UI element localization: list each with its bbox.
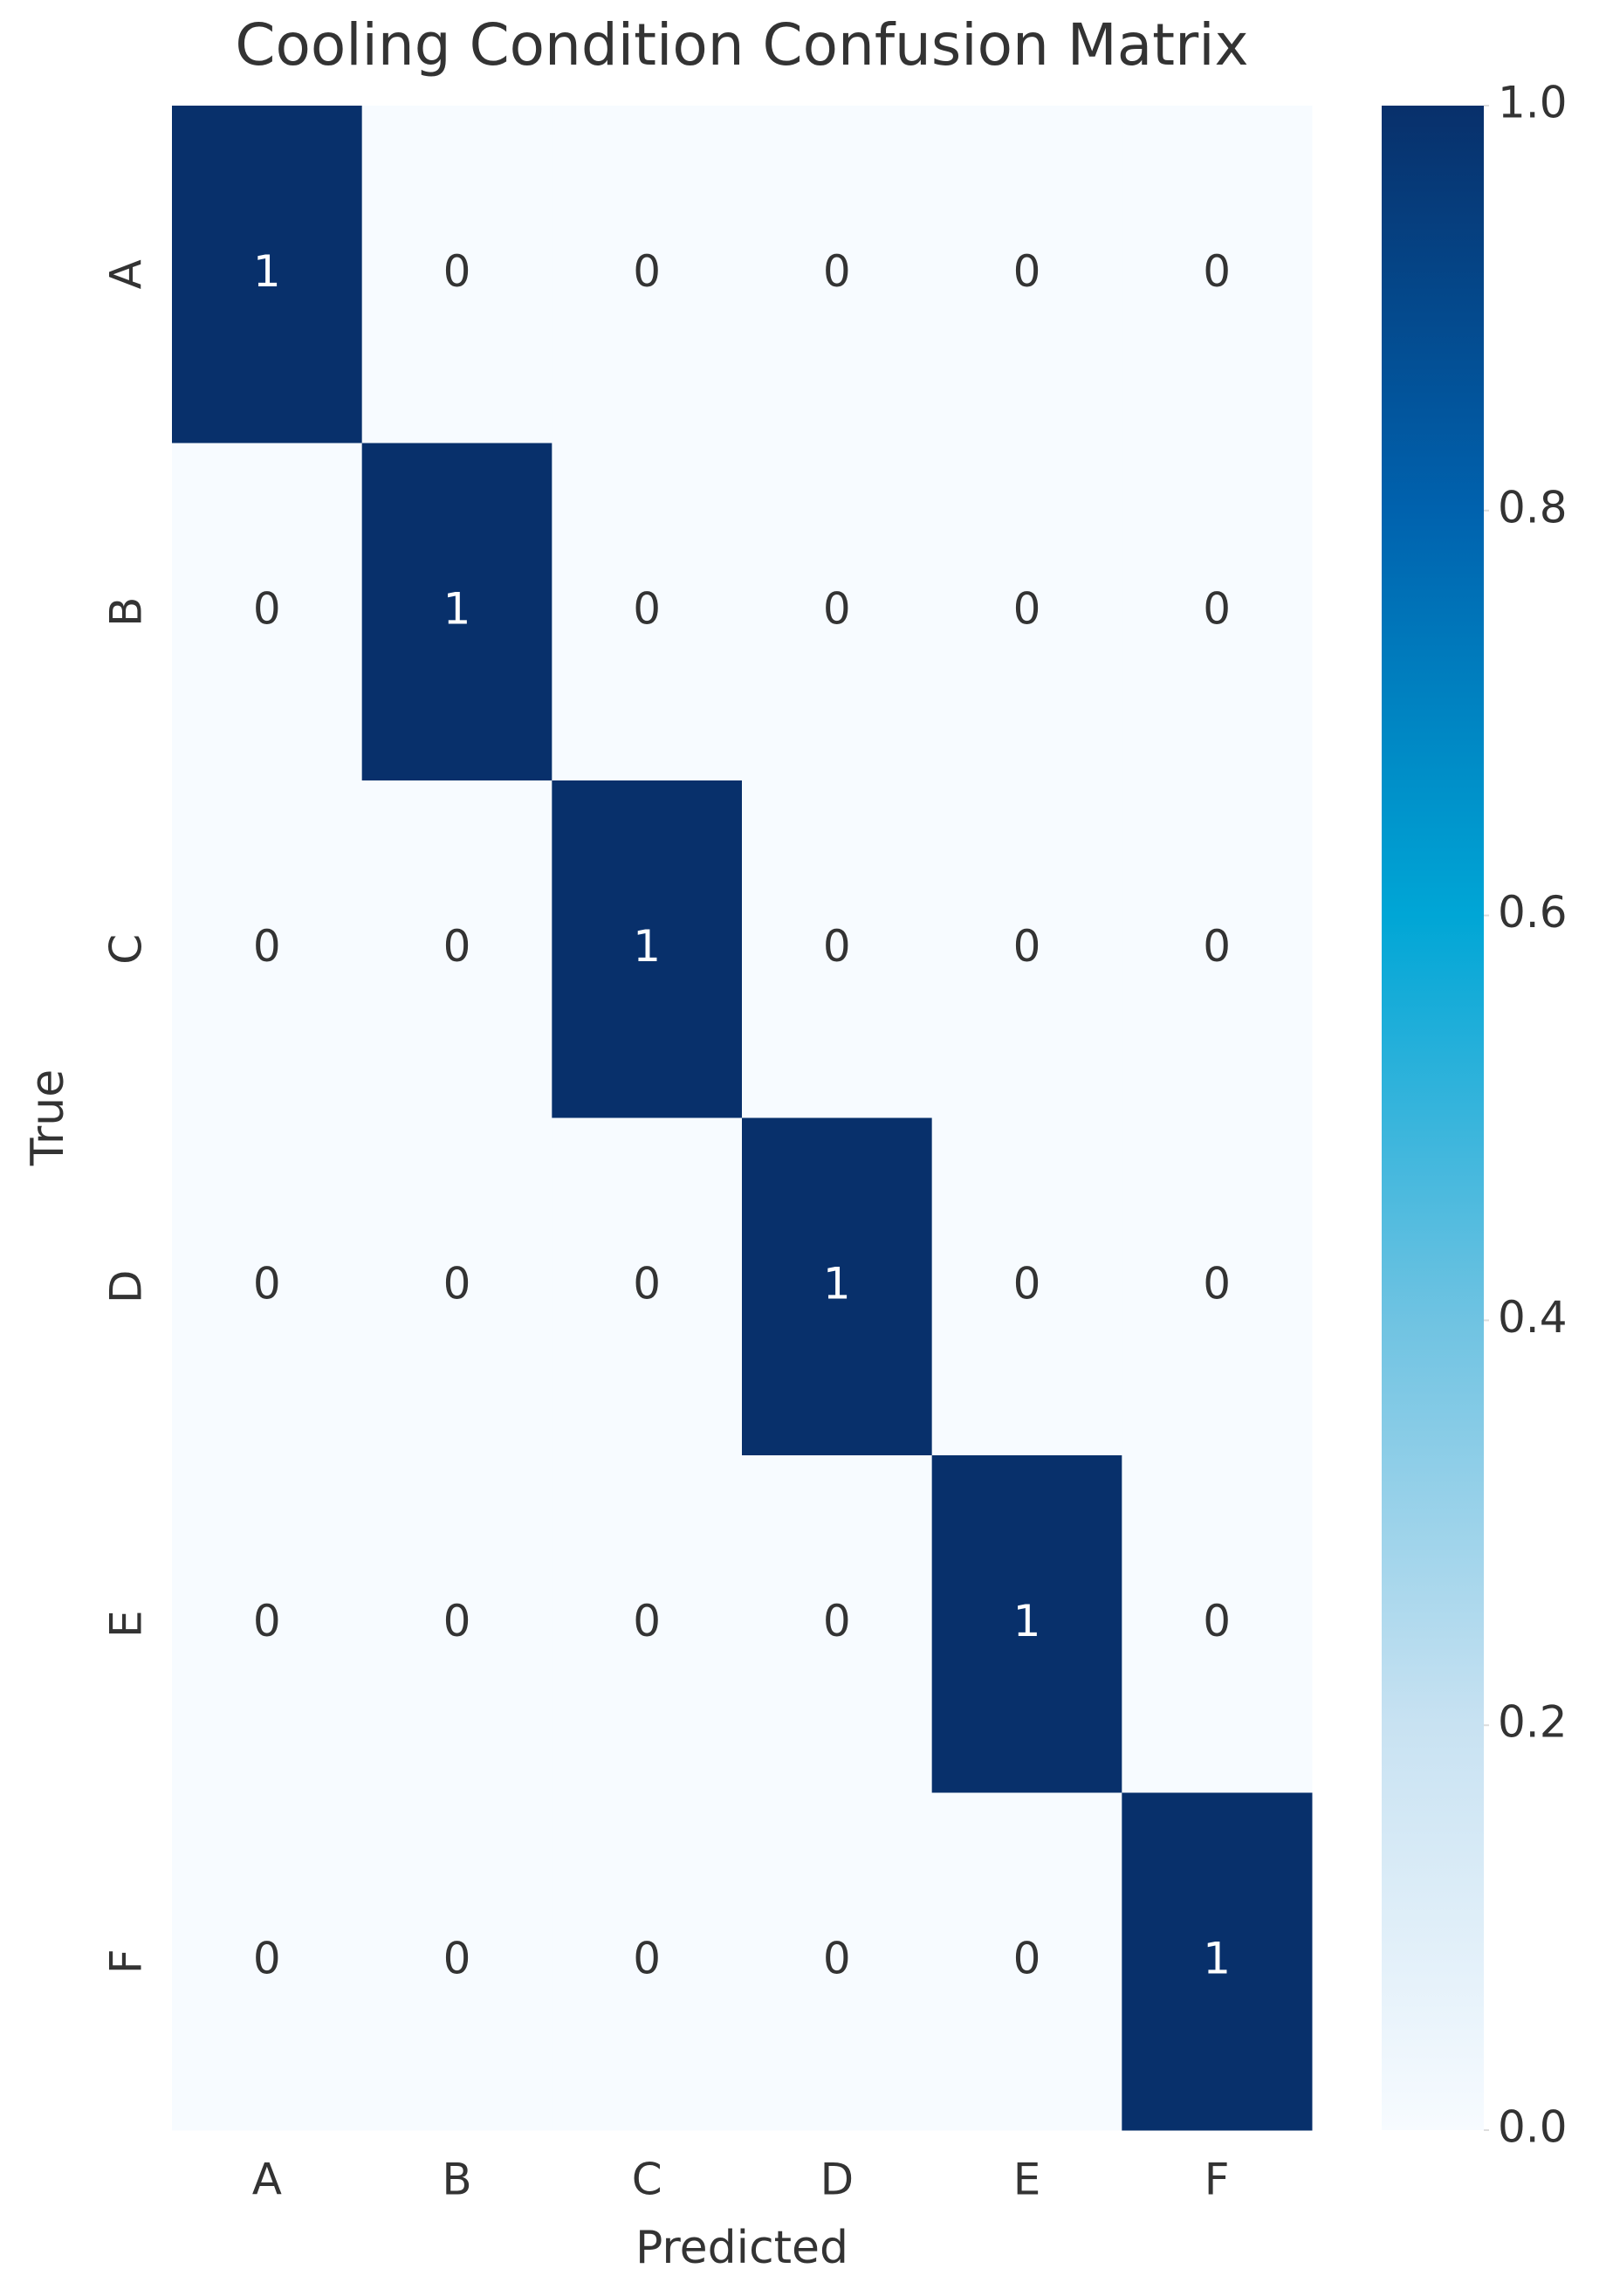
heatmap-cell [742,106,933,443]
y-tick-label: B [101,597,152,627]
heatmap-cell [742,1117,933,1456]
heatmap-cell [742,780,933,1118]
cell-label: 1 [633,921,661,972]
x-tick-label: E [1013,2155,1041,2205]
heatmap-cell [1122,1455,1313,1793]
cell-label: 0 [1203,1258,1231,1309]
cell-label: 0 [253,921,281,972]
y-tick-label: D [101,1269,152,1303]
cell-label: 0 [1013,1933,1041,1983]
cell-label: 0 [823,1596,851,1646]
cell-label: 0 [633,1596,661,1646]
heatmap-cell [1122,1792,1313,2131]
chart-title: Cooling Condition Confusion Matrix [235,11,1248,79]
heatmap-cell [552,106,743,443]
heatmap-cell [1122,106,1313,443]
y-tick-label: A [101,259,152,289]
heatmap-cell [361,106,552,443]
cell-label: 0 [633,583,661,634]
heatmap-cell [552,1792,743,2131]
heatmap-cell [552,780,743,1118]
heatmap-cell [1122,1117,1313,1456]
cell-label: 0 [1203,1596,1231,1646]
x-tick-label: C [632,2155,662,2205]
x-tick-label: D [820,2155,854,2205]
colorbar-tick-label: 0.0 [1498,2102,1568,2153]
cell-label: 1 [253,246,281,297]
heatmap-cell [172,780,363,1118]
cell-label: 0 [1203,583,1231,634]
cell-label: 0 [253,1596,281,1646]
heatmap-cell [742,1792,933,2131]
cell-label: 0 [1013,921,1041,972]
cell-label: 1 [1013,1596,1041,1646]
heatmap-cell [931,443,1122,781]
heatmap-cell [361,443,552,781]
heatmap-cell [361,1455,552,1793]
y-tick-label: C [101,934,152,965]
colorbar-tick-label: 0.6 [1498,887,1568,938]
cell-label: 0 [823,921,851,972]
heatmap-cell [1122,443,1313,781]
heatmap-cell [931,106,1122,443]
x-tick-label: F [1204,2155,1230,2205]
cell-label: 0 [443,1596,471,1646]
cell-label: 0 [443,1933,471,1983]
heatmap-cell [172,1117,363,1456]
cell-label: 0 [1013,583,1041,634]
y-tick-label: F [101,1949,152,1974]
heatmap-cell [931,1455,1122,1793]
cell-label: 0 [633,1933,661,1983]
x-tick-label: B [442,2155,471,2205]
colorbar-tick-label: 1.0 [1498,78,1568,128]
cell-label: 1 [823,1258,851,1309]
heatmap-cell [172,1455,363,1793]
heatmap-cell [172,1792,363,2131]
colorbar [1382,106,1484,2130]
heatmap-cell [742,443,933,781]
cell-label: 0 [253,1933,281,1983]
cell-label: 0 [633,246,661,297]
cell-label: 0 [253,1258,281,1309]
y-tick-label: E [101,1610,152,1638]
cell-label: 0 [633,1258,661,1309]
heatmap-cell [742,1455,933,1793]
heatmap-cell [361,1792,552,2131]
cell-label: 0 [823,583,851,634]
x-tick-label: A [252,2155,282,2205]
colorbar-tick-label: 0.4 [1498,1292,1568,1343]
cell-label: 0 [1013,246,1041,297]
cell-label: 0 [1013,1258,1041,1309]
heatmap-cell [931,780,1122,1118]
heatmap-cell [552,1117,743,1456]
colorbar-tick-label: 0.2 [1498,1697,1568,1748]
y-axis-label: True [22,1069,74,1166]
heatmap-cell [1122,780,1313,1118]
heatmap-cell [931,1792,1122,2131]
cell-label: 0 [823,246,851,297]
colorbar-tick-label: 0.8 [1498,482,1568,533]
x-axis-label: Predicted [635,2222,848,2274]
heatmap-cell [552,1455,743,1793]
heatmap-cell [361,1117,552,1456]
cell-label: 0 [443,921,471,972]
cell-label: 0 [823,1933,851,1983]
cell-label: 1 [443,583,471,634]
cell-label: 1 [1203,1933,1231,1983]
cell-label: 0 [443,246,471,297]
cell-label: 0 [443,1258,471,1309]
heatmap-cell [172,106,363,443]
heatmap-cell [552,443,743,781]
cell-label: 0 [1203,921,1231,972]
heatmap-cell [361,780,552,1118]
heatmap-cell [931,1117,1122,1456]
cell-label: 0 [253,583,281,634]
cell-label: 0 [1203,246,1231,297]
heatmap-cell [172,443,363,781]
